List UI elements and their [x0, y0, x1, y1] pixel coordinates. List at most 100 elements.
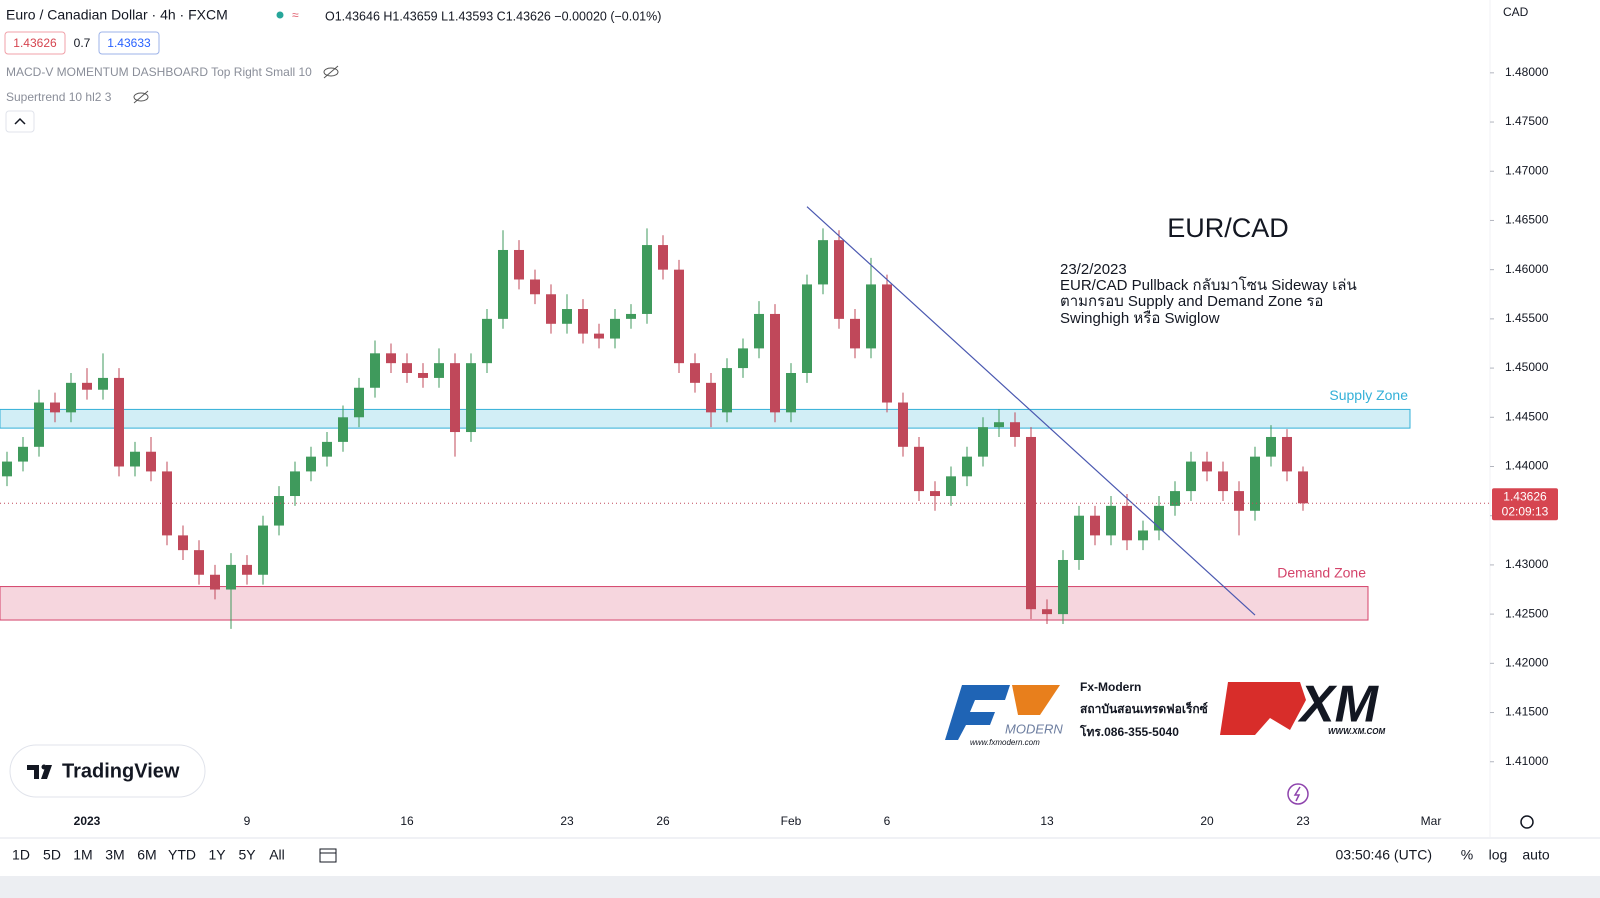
- candle-body: [418, 372, 428, 378]
- plot-area: Supply Zone Demand Zone: [0, 206, 1490, 629]
- candle-body: [578, 309, 588, 334]
- candle-body: [818, 240, 828, 285]
- candle-body: [1170, 491, 1180, 506]
- candle-body: [338, 417, 348, 442]
- candle-body: [258, 525, 268, 575]
- candle-body: [594, 333, 604, 339]
- percent-toggle[interactable]: %: [1461, 847, 1473, 863]
- collapse-icon: [14, 117, 26, 125]
- y-tick-label: 1.47500: [1505, 114, 1549, 128]
- x-tick-label: 23: [560, 814, 574, 828]
- log-toggle[interactable]: log: [1489, 847, 1508, 863]
- candle-body: [274, 496, 284, 526]
- annotation-title: EUR/CAD: [1167, 213, 1289, 243]
- candle-body: [674, 269, 684, 364]
- candle-body: [978, 427, 988, 457]
- period-button[interactable]: All: [269, 847, 285, 863]
- last-price-label: 1.43626: [1503, 489, 1547, 503]
- y-tick-label: 1.48000: [1505, 65, 1549, 79]
- market-status: [276, 11, 284, 19]
- indicator-label[interactable]: MACD-V MOMENTUM DASHBOARD Top Right Smal…: [6, 65, 312, 79]
- candle-body: [162, 471, 172, 536]
- candle-body: [2, 461, 12, 477]
- bid-box[interactable]: [4, 31, 66, 55]
- bid-price: 1.43626: [13, 36, 57, 50]
- candle-body: [882, 284, 892, 403]
- bar-countdown: 02:09:13: [1502, 504, 1549, 518]
- period-button[interactable]: 3M: [105, 847, 124, 863]
- candle-body: [98, 377, 108, 390]
- collapse-button[interactable]: [5, 110, 35, 133]
- candle-body: [194, 550, 204, 575]
- y-tick-label: 1.41500: [1505, 705, 1549, 719]
- ask-box[interactable]: [98, 31, 160, 55]
- candle-body: [690, 363, 700, 383]
- candle-body: [114, 377, 124, 467]
- annotation-line: Swinghigh หรือ Swiglow: [1060, 310, 1220, 327]
- candle-body: [1058, 559, 1068, 615]
- candle-body: [82, 382, 92, 390]
- candle-body: [738, 348, 748, 369]
- spread: 0.7: [74, 36, 91, 50]
- period-button[interactable]: YTD: [168, 847, 196, 863]
- auto-toggle[interactable]: auto: [1522, 847, 1549, 863]
- candle-body: [1026, 436, 1036, 610]
- candle-body: [450, 363, 460, 433]
- candle-body: [290, 471, 300, 497]
- period-button[interactable]: 5Y: [238, 847, 256, 863]
- hidden-icon[interactable]: [133, 90, 149, 104]
- zone-label: Supply Zone: [1329, 387, 1408, 403]
- period-toolbar: 1D 5D 1M 3M 6M YTD 1Y 5Y All: [12, 847, 285, 863]
- candle-body: [34, 402, 44, 447]
- logo-text: MODERN: [1005, 721, 1063, 736]
- sponsor-tagline: สถาบันสอนเทรดฟอเร็กซ์: [1080, 701, 1208, 716]
- period-button[interactable]: 1Y: [208, 847, 226, 863]
- candle-body: [1074, 515, 1084, 560]
- indicator-label[interactable]: Supertrend 10 hl2 3: [6, 90, 112, 104]
- date-range-icon[interactable]: [319, 848, 337, 863]
- annotation-date: 23/2/2023: [1060, 261, 1127, 278]
- xm-url: WWW.XM.COM: [1328, 727, 1386, 736]
- candle-body: [1266, 436, 1276, 457]
- tradingview-badge[interactable]: TradingView: [9, 744, 206, 798]
- settings-icon[interactable]: [1520, 815, 1534, 829]
- candle-body: [562, 309, 572, 324]
- y-tick-label: 1.45500: [1505, 311, 1549, 325]
- clock: 03:50:46 (UTC): [1336, 847, 1432, 863]
- logo-url: www.fxmodern.com: [970, 738, 1040, 747]
- hidden-icon[interactable]: [323, 65, 339, 79]
- period-button[interactable]: 5D: [43, 847, 61, 863]
- period-button[interactable]: 1D: [12, 847, 30, 863]
- candle-body: [1186, 461, 1196, 492]
- currency-selector[interactable]: CAD: [1503, 5, 1529, 19]
- candle-body: [626, 313, 636, 319]
- candle-body: [658, 245, 668, 270]
- y-tick-label: 1.43000: [1505, 557, 1549, 571]
- bottom-strip: [0, 876, 1600, 898]
- candle-body: [898, 402, 908, 447]
- y-tick-label: 1.44000: [1505, 459, 1549, 473]
- alert-icon[interactable]: [1287, 783, 1309, 805]
- x-tick-label: 6: [884, 814, 891, 828]
- candle-body: [514, 249, 524, 280]
- candle-body: [994, 422, 1004, 428]
- symbol-title[interactable]: Euro / Canadian Dollar · 4h · FXCM: [6, 7, 228, 23]
- xm-logo: XM WWW.XM.COM: [1220, 676, 1386, 736]
- candle-body: [610, 318, 620, 339]
- candle-body: [1250, 456, 1260, 511]
- x-tick-label: 20: [1200, 814, 1214, 828]
- y-tick-label: 1.42500: [1505, 606, 1549, 620]
- candle-body: [1282, 436, 1292, 472]
- y-tick-label: 1.45000: [1505, 360, 1549, 374]
- period-button[interactable]: 1M: [73, 847, 92, 863]
- candle-body: [210, 574, 220, 590]
- candle-body: [850, 318, 860, 349]
- period-button[interactable]: 6M: [137, 847, 156, 863]
- x-tick-label: 13: [1040, 814, 1054, 828]
- x-tick-label: 23: [1296, 814, 1310, 828]
- candle-body: [386, 353, 396, 364]
- candle-body: [1154, 505, 1164, 531]
- candle-body: [306, 456, 316, 472]
- candle-body: [1298, 471, 1308, 504]
